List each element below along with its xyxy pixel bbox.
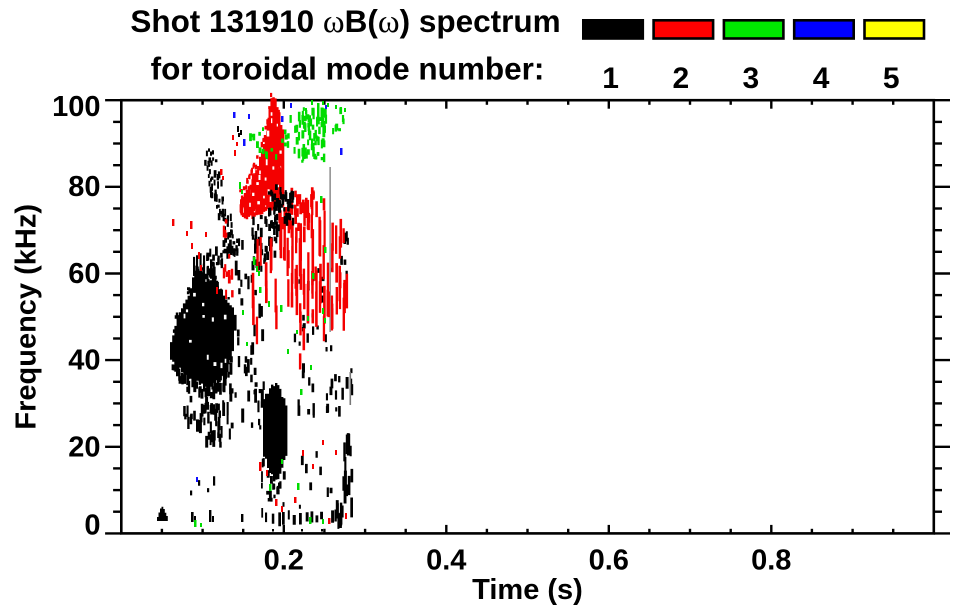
svg-text:4: 4: [813, 62, 830, 95]
svg-text:80: 80: [68, 171, 100, 203]
svg-text:100: 100: [52, 91, 100, 123]
svg-text:0.6: 0.6: [589, 545, 629, 577]
svg-text:Frequency (kHz): Frequency (kHz): [11, 204, 43, 430]
svg-text:0.2: 0.2: [264, 545, 304, 577]
svg-text:3: 3: [743, 62, 760, 95]
svg-text:Time (s): Time (s): [472, 574, 583, 606]
svg-text:5: 5: [883, 62, 900, 95]
svg-text:2: 2: [672, 62, 689, 95]
svg-text:0.4: 0.4: [426, 545, 466, 577]
svg-text:Shot 131910 ωB(ω) spectrum: Shot 131910 ωB(ω) spectrum: [130, 3, 560, 40]
svg-text:0: 0: [84, 509, 100, 541]
svg-text:40: 40: [68, 345, 100, 377]
svg-text:60: 60: [68, 258, 100, 290]
svg-text:0.8: 0.8: [751, 545, 791, 577]
svg-text:1: 1: [602, 62, 619, 95]
svg-text:for toroidal mode number:: for toroidal mode number:: [151, 50, 545, 86]
svg-text:20: 20: [68, 431, 100, 463]
